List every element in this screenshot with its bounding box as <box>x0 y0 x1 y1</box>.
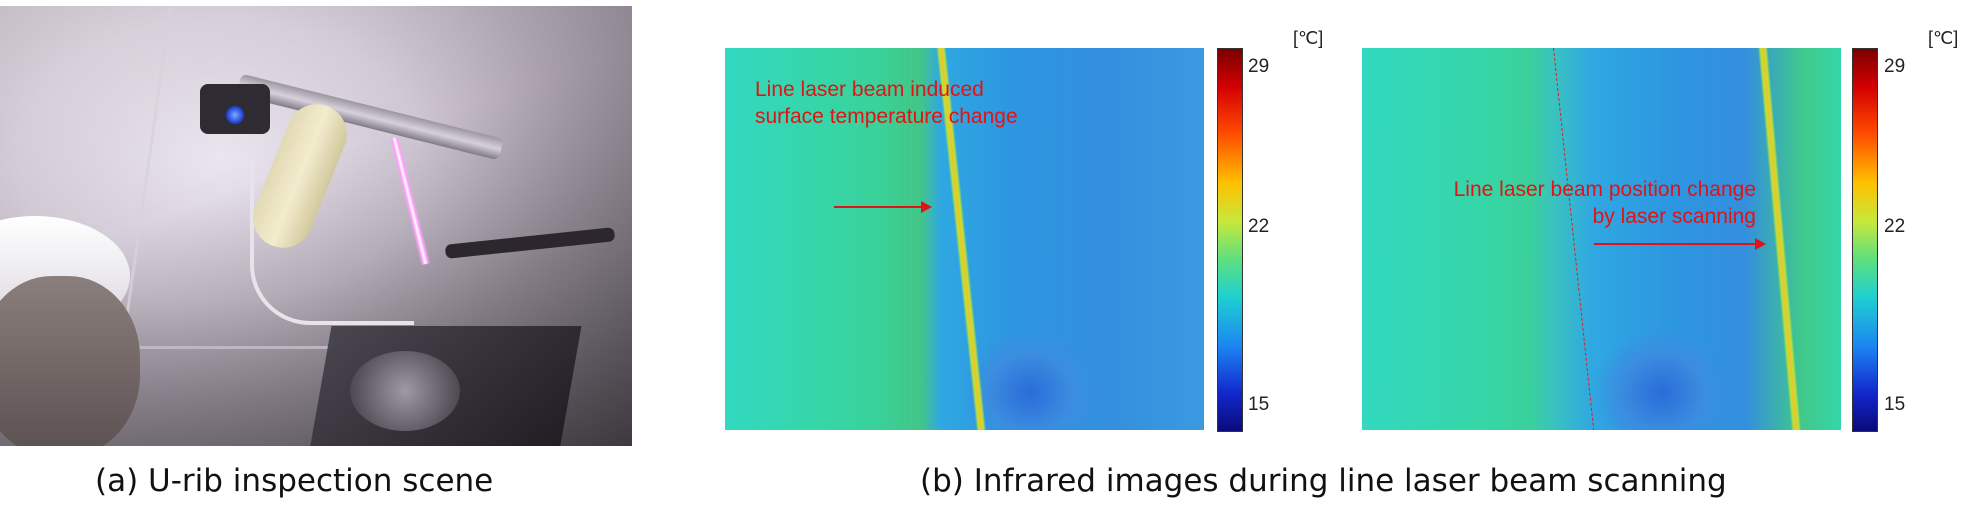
colorbar-right-tick-15: 15 <box>1884 394 1906 415</box>
previous-beam-position <box>1553 48 1595 430</box>
infrared-image-right <box>1362 48 1841 430</box>
annotation-right-line2: by laser scanning <box>1592 205 1756 228</box>
colorbar-right <box>1852 48 1878 432</box>
colorbar-left-tick-15: 15 <box>1248 394 1270 415</box>
equipment-disc <box>350 351 460 431</box>
laser-led <box>226 106 244 124</box>
caption-b: (b) Infrared images during line laser be… <box>920 463 1727 499</box>
colorbar-right-unit: [℃] <box>1928 28 1959 48</box>
caption-a: (a) U-rib inspection scene <box>95 463 494 499</box>
u-rib-inspection-photo <box>0 6 632 446</box>
arrow-right <box>1594 238 1766 250</box>
colorbar-right-tick-22: 22 <box>1884 216 1906 237</box>
annotation-right-line1: Line laser beam position change <box>1453 178 1756 201</box>
annotation-left: Line laser beam induced surface temperat… <box>755 76 1018 130</box>
annotation-left-line2: surface temperature change <box>755 105 1018 128</box>
annotation-right: Line laser beam position change by laser… <box>1368 176 1756 230</box>
colorbar-left-unit: [℃] <box>1293 28 1324 48</box>
arrow-left <box>834 201 932 213</box>
annotation-left-line1: Line laser beam induced <box>755 78 984 101</box>
infrared-image-left <box>725 48 1204 430</box>
colorbar-left <box>1217 48 1243 432</box>
colorbar-left-tick-22: 22 <box>1248 216 1270 237</box>
colorbar-right-tick-29: 29 <box>1884 56 1906 77</box>
colorbar-left-tick-29: 29 <box>1248 56 1270 77</box>
inspector-head <box>0 276 140 446</box>
cable <box>250 156 414 325</box>
